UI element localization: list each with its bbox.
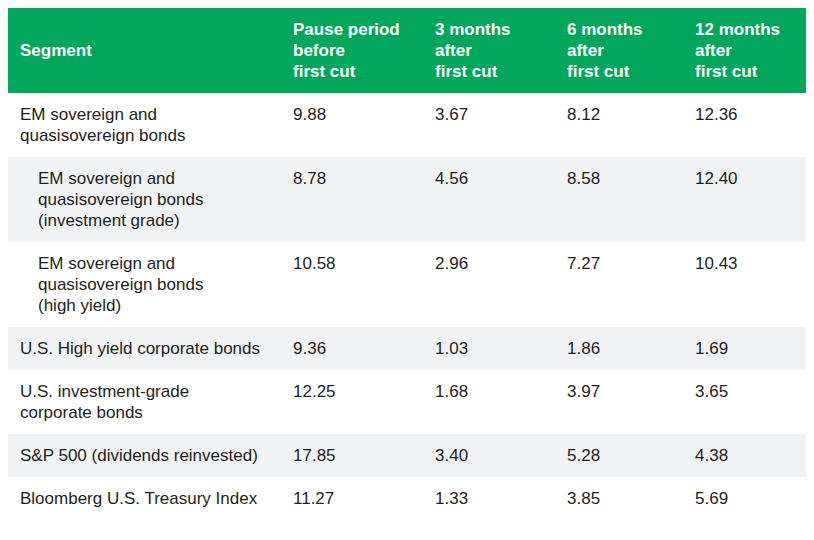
- value-3-months: 4.56: [427, 157, 559, 242]
- value-pause-period: 9.36: [285, 327, 427, 370]
- segment-label: U.S. investment-grade corporate bonds: [8, 370, 285, 434]
- header-12-months: 12 months after first cut: [691, 8, 806, 93]
- value-3-months: 3.40: [427, 434, 559, 477]
- value-6-months: 3.97: [559, 370, 691, 434]
- value-6-months: 1.86: [559, 327, 691, 370]
- value-12-months: 5.69: [691, 477, 806, 520]
- table-row: U.S. investment-grade corporate bonds 12…: [8, 370, 806, 434]
- value-3-months: 1.33: [427, 477, 559, 520]
- value-3-months: 1.03: [427, 327, 559, 370]
- table-row: EM sovereign and quasisovereign bonds (h…: [8, 242, 806, 327]
- value-pause-period: 12.25: [285, 370, 427, 434]
- returns-table-figure: Segment Pause period before first cut 3 …: [8, 8, 806, 520]
- value-12-months: 1.69: [691, 327, 806, 370]
- segment-label: EM sovereign and quasisovereign bonds (h…: [8, 242, 285, 327]
- value-12-months: 10.43: [691, 242, 806, 327]
- header-segment: Segment: [8, 8, 285, 93]
- value-3-months: 1.68: [427, 370, 559, 434]
- header-pause-period: Pause period before first cut: [285, 8, 427, 93]
- header-3-months: 3 months after first cut: [427, 8, 559, 93]
- segment-label: S&P 500 (dividends reinvested): [8, 434, 285, 477]
- value-3-months: 3.67: [427, 93, 559, 157]
- value-6-months: 7.27: [559, 242, 691, 327]
- table-body: EM sovereign and quasisovereign bonds 9.…: [8, 93, 806, 520]
- value-6-months: 5.28: [559, 434, 691, 477]
- value-3-months: 2.96: [427, 242, 559, 327]
- table-row: U.S. High yield corporate bonds 9.36 1.0…: [8, 327, 806, 370]
- segment-label: EM sovereign and quasisovereign bonds: [8, 93, 285, 157]
- table-row: EM sovereign and quasisovereign bonds 9.…: [8, 93, 806, 157]
- value-pause-period: 11.27: [285, 477, 427, 520]
- value-12-months: 3.65: [691, 370, 806, 434]
- value-pause-period: 17.85: [285, 434, 427, 477]
- value-pause-period: 10.58: [285, 242, 427, 327]
- value-6-months: 3.85: [559, 477, 691, 520]
- segment-label: EM sovereign and quasisovereign bonds (i…: [8, 157, 285, 242]
- value-12-months: 4.38: [691, 434, 806, 477]
- header-6-months: 6 months after first cut: [559, 8, 691, 93]
- value-pause-period: 9.88: [285, 93, 427, 157]
- table-header: Segment Pause period before first cut 3 …: [8, 8, 806, 93]
- header-row: Segment Pause period before first cut 3 …: [8, 8, 806, 93]
- value-pause-period: 8.78: [285, 157, 427, 242]
- table-row: S&P 500 (dividends reinvested) 17.85 3.4…: [8, 434, 806, 477]
- value-12-months: 12.40: [691, 157, 806, 242]
- value-6-months: 8.58: [559, 157, 691, 242]
- returns-table: Segment Pause period before first cut 3 …: [8, 8, 806, 520]
- value-12-months: 12.36: [691, 93, 806, 157]
- segment-label: Bloomberg U.S. Treasury Index: [8, 477, 285, 520]
- table-row: EM sovereign and quasisovereign bonds (i…: [8, 157, 806, 242]
- value-6-months: 8.12: [559, 93, 691, 157]
- table-row: Bloomberg U.S. Treasury Index 11.27 1.33…: [8, 477, 806, 520]
- segment-label: U.S. High yield corporate bonds: [8, 327, 285, 370]
